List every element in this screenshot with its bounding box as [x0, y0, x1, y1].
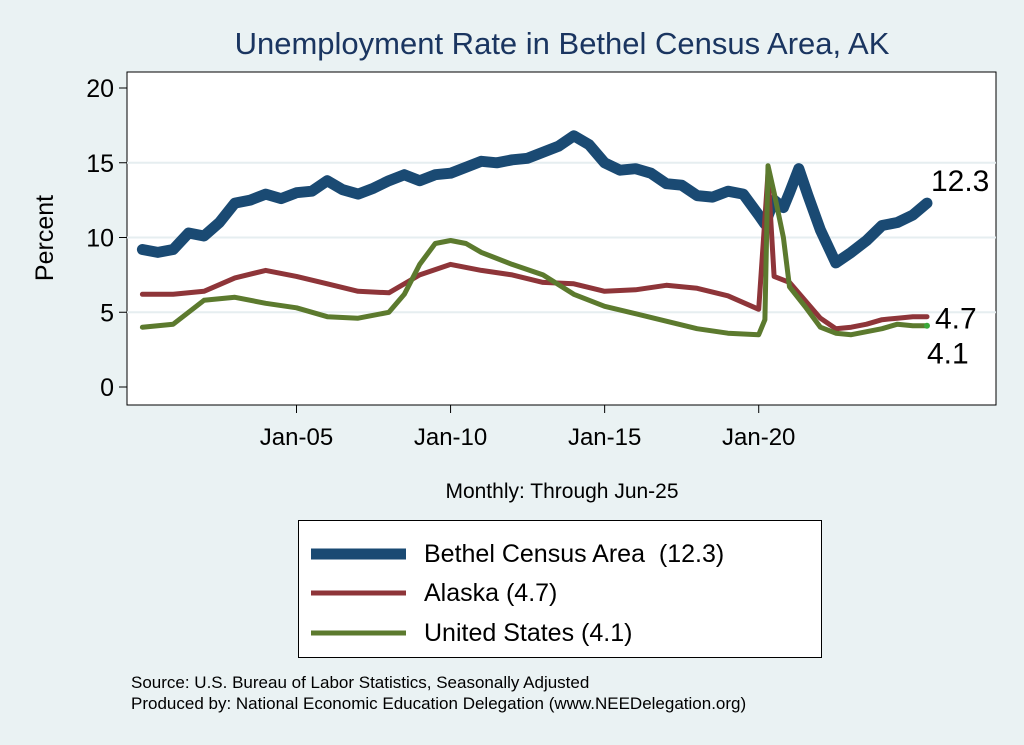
x-tick-label-Jan-05: Jan-05 [260, 424, 333, 451]
us-endpoint-dot [923, 322, 930, 329]
x-tick-label-Jan-10: Jan-10 [414, 424, 487, 451]
y-tick-label-20: 20 [86, 75, 114, 103]
y-tick-label-0: 0 [100, 374, 114, 402]
y-tick-label-10: 10 [86, 225, 114, 253]
legend-item-bethel: Bethel Census Area (12.3) [311, 534, 724, 574]
legend-label-us: United States (4.1) [424, 618, 633, 647]
x-tick-label-Jan-20: Jan-20 [722, 424, 795, 451]
y-tick-label-15: 15 [86, 150, 114, 178]
legend-label-bethel: Bethel Census Area (12.3) [424, 539, 725, 568]
source-note: Source: U.S. Bureau of Labor Statistics,… [131, 672, 746, 714]
chart-title: Unemployment Rate in Bethel Census Area,… [234, 26, 890, 61]
y-axis-title: Percent [31, 195, 59, 281]
series-line-alaska [139, 170, 930, 332]
x-tick-label-Jan-15: Jan-15 [568, 424, 641, 451]
gridlines [127, 161, 996, 314]
legend-item-us: United States (4.1) [311, 613, 632, 653]
end-labels: 12.3 4.74.1 [923, 165, 989, 371]
axes: 0 5 10 15 20 Jan-05 Jan-10 Jan-15 Jan-20 [86, 75, 795, 451]
y-tick-label-5: 5 [100, 299, 114, 327]
legend: Bethel Census Area (12.3) Alaska (4.7) U… [298, 520, 822, 658]
series-line-united-states [139, 163, 930, 338]
end-label-alaska: 4.7 [935, 303, 977, 336]
legend-item-alaska: Alaska (4.7) [311, 573, 557, 613]
legend-label-alaska: Alaska (4.7) [424, 578, 558, 607]
series-lines [136, 130, 933, 338]
x-axis-title: Monthly: Through Jun-25 [445, 480, 679, 503]
source-line: Source: U.S. Bureau of Labor Statistics,… [131, 673, 590, 692]
end-label-united-states: 4.1 [927, 338, 969, 371]
end-label-bethel-census-area: 12.3 [931, 165, 989, 198]
series-line-bethel-census-area [136, 130, 933, 269]
produced-by-line: Produced by: National Economic Education… [131, 694, 747, 713]
